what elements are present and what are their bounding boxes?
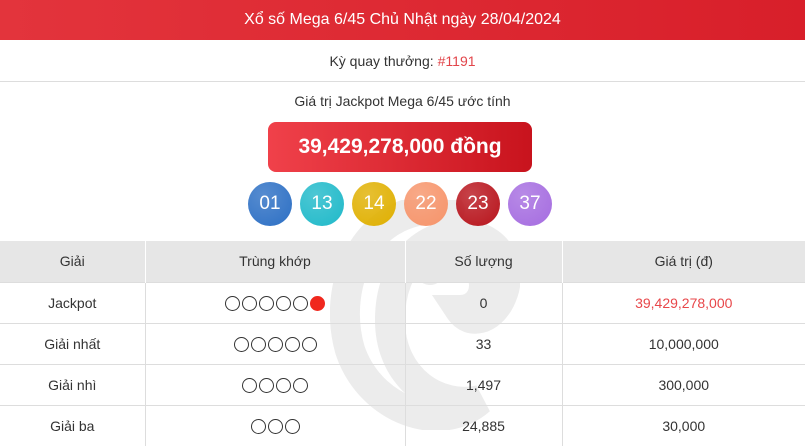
match-indicator <box>145 322 406 364</box>
circle-icon <box>267 419 283 435</box>
circle-icon <box>259 377 274 393</box>
winner-count: 0 <box>405 281 563 323</box>
number-ball: 13 <box>300 182 344 226</box>
circle-icon <box>242 377 257 393</box>
column-header: Số lượng <box>405 241 563 282</box>
table-row: Jackpot 0 39,429,278,000 <box>0 281 805 323</box>
circle-icon <box>293 377 308 393</box>
draw-label: Kỳ quay thưởng: <box>329 52 434 69</box>
table-row: Giải nhì 1,497 300,000 <box>0 363 805 405</box>
prize-value: 300,000 <box>562 363 805 405</box>
column-header: Trùng khớp <box>145 241 406 282</box>
circle-icon <box>250 419 266 435</box>
prize-name: Giải nhất <box>0 322 146 364</box>
circle-icon <box>233 336 249 352</box>
draw-number: #1191 <box>437 52 476 69</box>
winning-numbers: 01 13 14 22 23 37 <box>248 182 552 226</box>
winner-count: 33 <box>405 322 563 364</box>
column-header: Giá trị (đ) <box>562 241 805 282</box>
prize-name: Giải ba <box>0 404 146 446</box>
circle-icon <box>284 336 300 352</box>
prize-value: 10,000,000 <box>562 322 805 364</box>
circle-icon <box>276 295 291 311</box>
prize-name: Giải nhì <box>0 363 146 405</box>
number-ball: 01 <box>248 182 292 226</box>
jackpot-value-box: 39,429,278,000 đồng <box>268 122 532 172</box>
jackpot-value: 39,429,278,000 đồng <box>298 135 502 158</box>
circle-icon <box>242 295 257 311</box>
match-indicator <box>145 404 406 446</box>
number-ball: 14 <box>352 182 396 226</box>
circle-icon <box>293 295 308 311</box>
number-ball: 23 <box>456 182 500 226</box>
prize-value: 30,000 <box>562 404 805 446</box>
page-header: Xổ số Mega 6/45 Chủ Nhật ngày 28/04/2024 <box>0 0 805 40</box>
circle-icon <box>301 336 317 352</box>
circle-icon <box>225 295 240 311</box>
winner-count: 24,885 <box>405 404 563 446</box>
table-row: Giải ba 24,885 30,000 <box>0 404 805 446</box>
draw-info: Kỳ quay thưởng: #1191 <box>0 40 805 82</box>
column-header: Giải <box>0 241 146 282</box>
header-title: Xổ số Mega 6/45 Chủ Nhật ngày 28/04/2024 <box>244 11 561 28</box>
jackpot-label: Giá trị Jackpot Mega 6/45 ước tính <box>294 93 511 109</box>
circle-icon <box>250 336 266 352</box>
match-indicator <box>145 281 406 323</box>
circle-icon <box>267 336 283 352</box>
circle-icon <box>259 295 274 311</box>
prize-table: Giải Trùng khớp Số lượng Giá trị (đ) Jackpo… <box>0 241 805 446</box>
table-row: Giải nhất 33 10,000,000 <box>0 322 805 364</box>
winner-count: 1,497 <box>405 363 563 405</box>
prize-value: 39,429,278,000 <box>562 281 805 323</box>
circle-icon <box>276 377 291 393</box>
prize-name: Jackpot <box>0 281 146 323</box>
number-ball: 37 <box>508 182 552 226</box>
filled-circle-icon <box>310 295 325 311</box>
match-indicator <box>145 363 406 405</box>
circle-icon <box>284 419 300 435</box>
number-ball: 22 <box>404 182 448 226</box>
